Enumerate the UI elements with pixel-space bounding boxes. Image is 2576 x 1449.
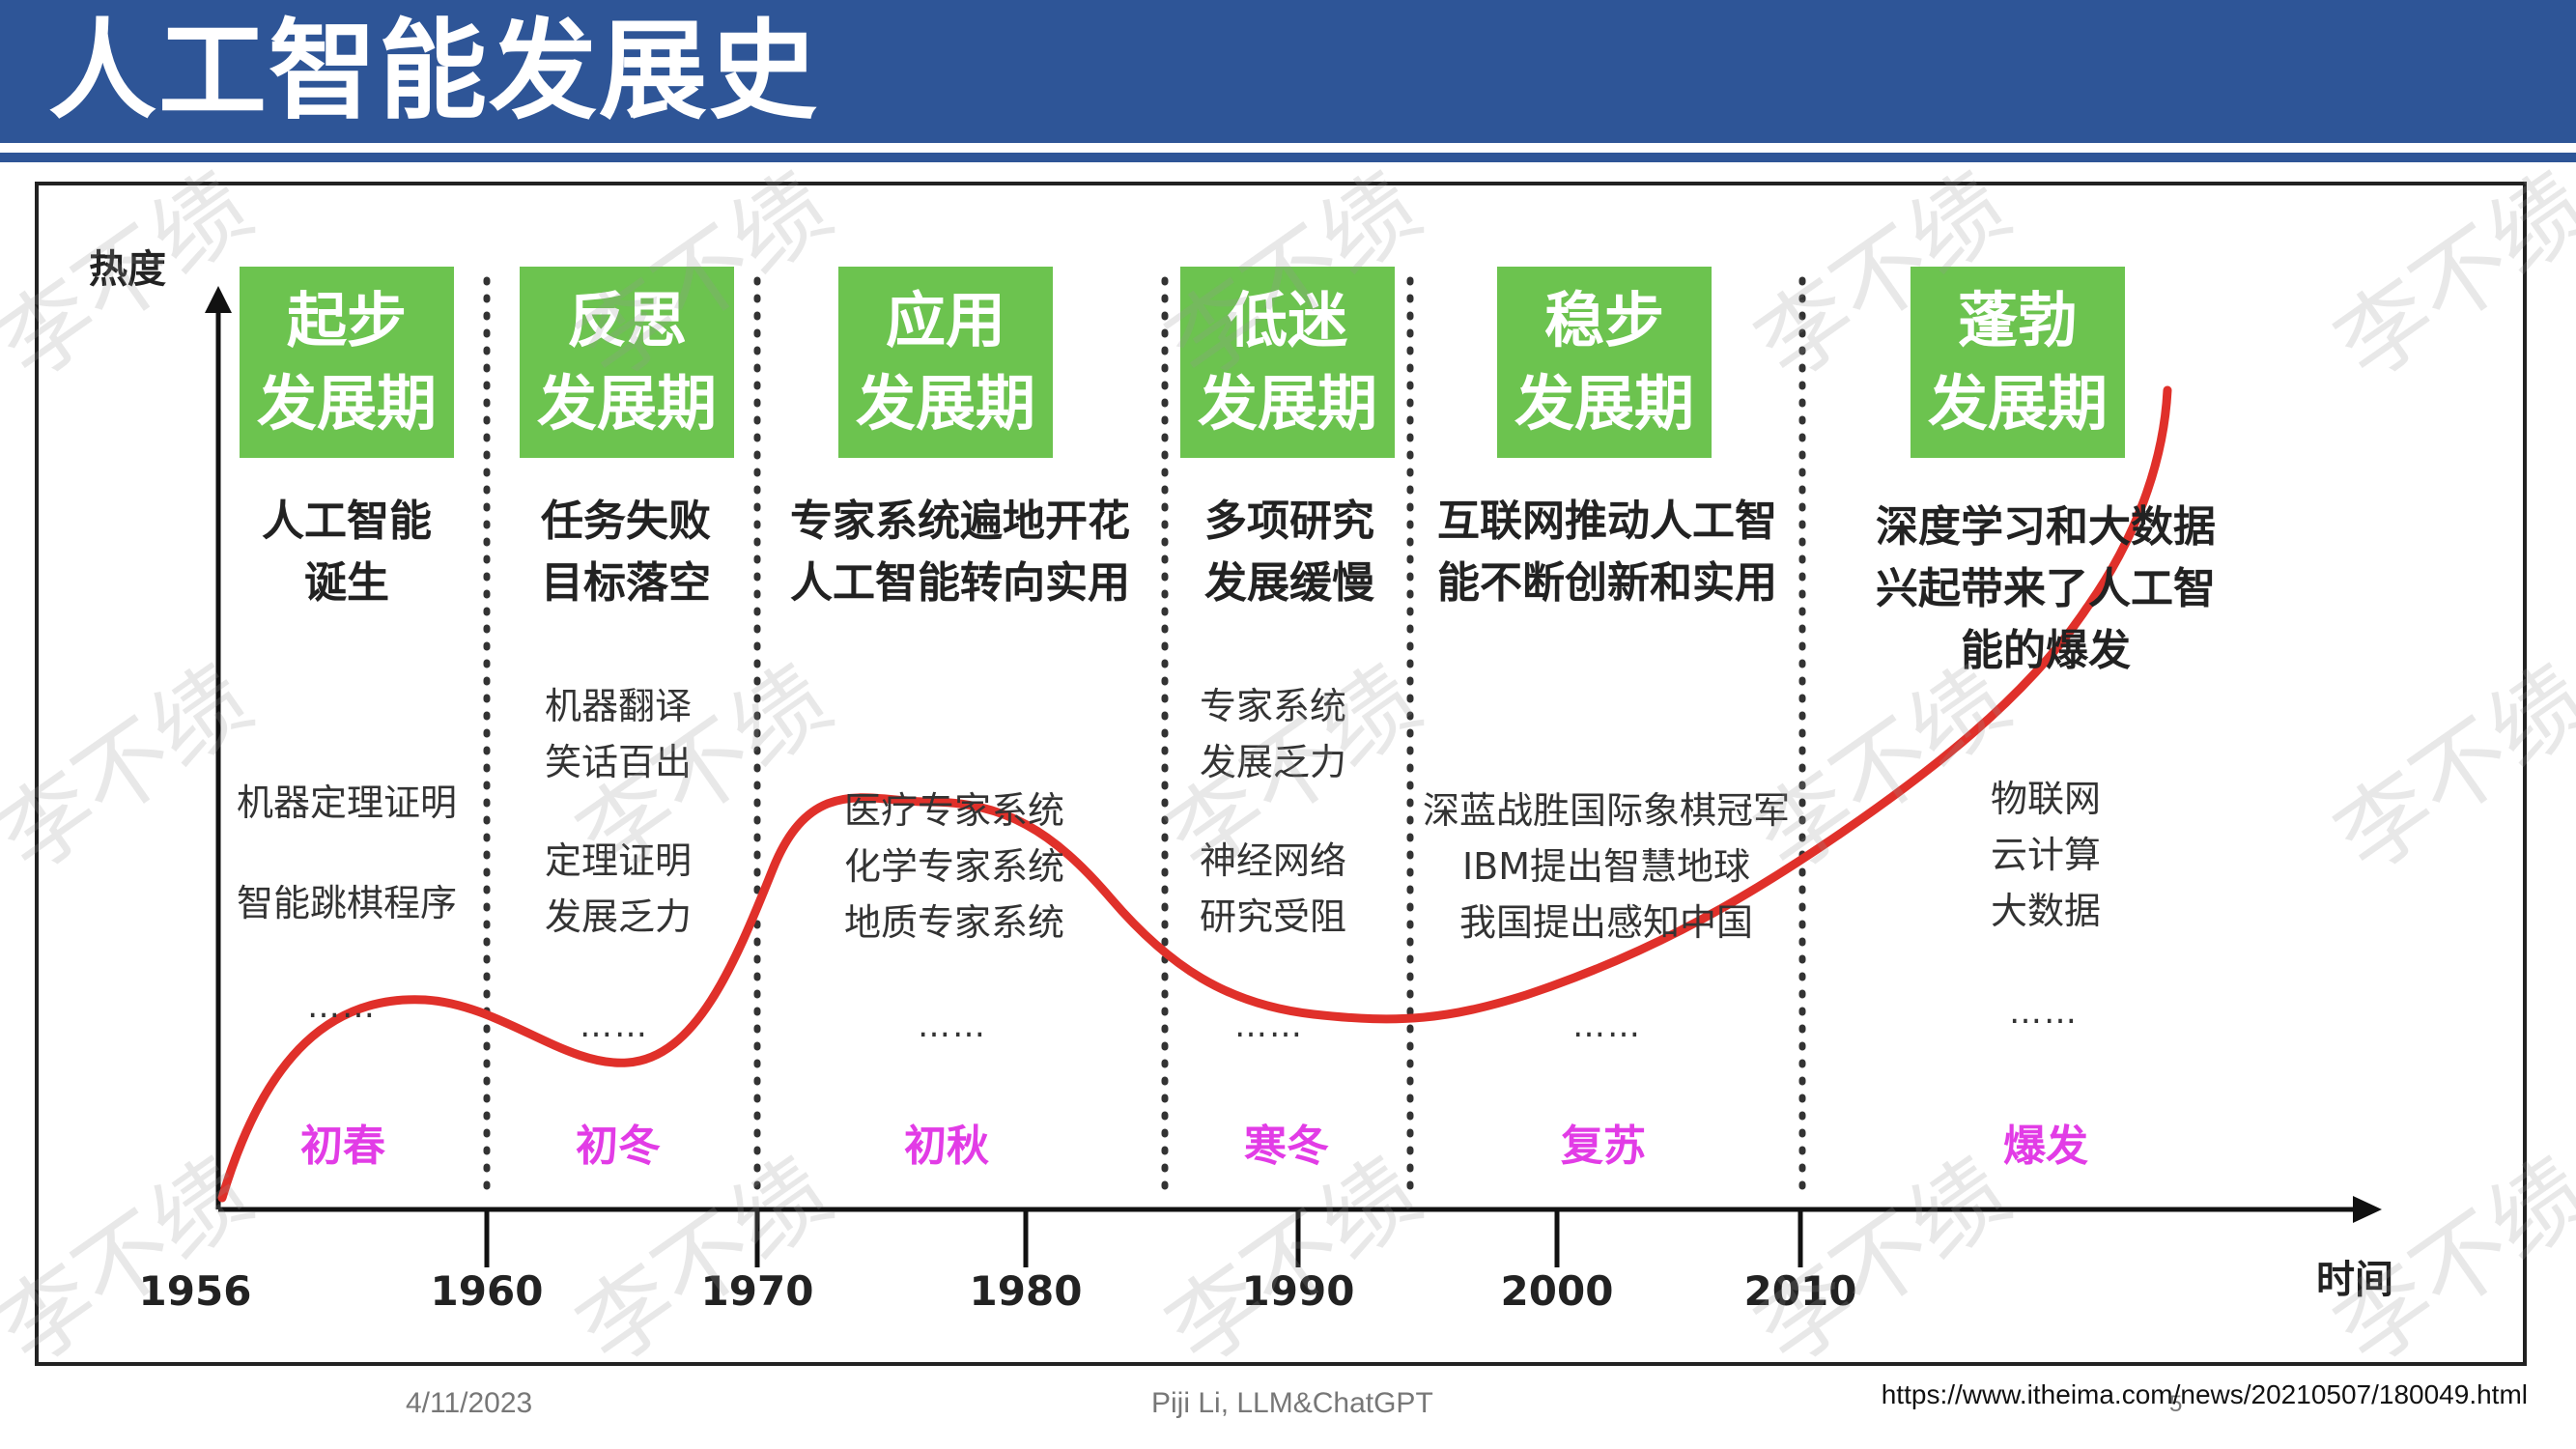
- footer-author: Piji Li, LLM&ChatGPT: [1151, 1387, 1433, 1419]
- stage-name: 起步: [286, 285, 407, 355]
- stage-box-yingyong: 应用 发展期: [838, 267, 1053, 458]
- stage-period: 发展期: [1197, 368, 1377, 439]
- year-label: 2000: [1500, 1267, 1614, 1315]
- event-item: 发展乏力: [1199, 741, 1346, 783]
- page-number: 5: [2169, 1391, 2183, 1417]
- stage-name: 低迷: [1227, 285, 1347, 355]
- title-divider-white: [0, 143, 2576, 149]
- stage-description: 专家系统遍地开花 人工智能转向实用: [769, 491, 1151, 614]
- event-item: 地质专家系统: [843, 901, 1064, 944]
- description-line: 发展缓慢: [1204, 558, 1374, 608]
- event-item: 定理证明: [544, 839, 692, 882]
- ellipsis: ……: [918, 1007, 987, 1045]
- x-axis-label: 时间: [2316, 1258, 2393, 1302]
- stage-events: 医疗专家系统 化学专家系统 地质专家系统: [819, 782, 1090, 951]
- season-label: 寒冬: [1244, 1122, 1329, 1171]
- stage-name: 反思: [566, 285, 687, 355]
- event-item: 机器定理证明: [236, 781, 457, 824]
- slide-title: 人工智能发展史: [48, 9, 819, 134]
- stage-box-fansi: 反思 发展期: [520, 267, 734, 458]
- x-axis-arrow: [2353, 1196, 2382, 1223]
- year-label: 1960: [430, 1267, 544, 1315]
- event-item: IBM提出智慧地球: [1461, 845, 1751, 888]
- year-label: 2010: [1743, 1267, 1857, 1315]
- event-item: 智能跳棋程序: [236, 882, 457, 924]
- event-item: 机器翻译: [544, 685, 692, 727]
- source-link[interactable]: https://www.itheima.com/news/20210507/18…: [1881, 1379, 2528, 1409]
- stage-description: 互联网推动人工智 能不断创新和实用: [1416, 491, 1798, 614]
- event-item: 神经网络: [1199, 839, 1346, 882]
- footer-date: 4/11/2023: [406, 1387, 533, 1419]
- stage-box-qibu: 起步 发展期: [240, 267, 454, 458]
- season-label: 初秋: [904, 1122, 989, 1171]
- description-line: 兴起带来了人工智: [1876, 564, 2216, 613]
- description-line: 任务失败: [541, 497, 711, 546]
- diagram-frame: [35, 182, 2527, 1366]
- event-item: 物联网: [1990, 778, 2101, 820]
- event-item: 云计算: [1990, 834, 2101, 876]
- description-line: 多项研究: [1204, 497, 1374, 546]
- year-label: 1956: [138, 1267, 252, 1315]
- title-divider-blue: [0, 153, 2576, 162]
- stage-events: 机器定理证明 智能跳棋程序: [224, 775, 469, 931]
- stage-period: 发展期: [855, 368, 1035, 439]
- stage-description: 多项研究 发展缓慢: [1175, 491, 1404, 614]
- ellipsis: ……: [1572, 1007, 1642, 1045]
- stage-name: 稳步: [1543, 285, 1664, 355]
- stage-events: 专家系统 发展乏力 神经网络 研究受阻: [1176, 678, 1370, 945]
- ellipsis: ……: [2009, 993, 2079, 1032]
- year-label: 1980: [969, 1267, 1083, 1315]
- event-item: 我国提出感知中国: [1458, 901, 1753, 944]
- stage-box-dimi: 低迷 发展期: [1180, 267, 1395, 458]
- event-item: 化学专家系统: [843, 845, 1064, 888]
- stage-period: 发展期: [1514, 368, 1694, 439]
- description-line: 人工智能转向实用: [790, 558, 1130, 608]
- stage-box-pengbo: 蓬勃 发展期: [1911, 267, 2125, 458]
- ellipsis: ……: [580, 1007, 649, 1045]
- season-label: 初冬: [576, 1122, 661, 1171]
- stage-events: 物联网 云计算 大数据: [1949, 771, 2142, 939]
- stage-events: 机器翻译 笑话百出 定理证明 发展乏力: [522, 678, 715, 945]
- stage-description: 人工智能 诞生: [232, 491, 462, 614]
- stage-period: 发展期: [1927, 368, 2108, 439]
- description-line: 专家系统遍地开花: [790, 497, 1130, 546]
- stage-description: 任务失败 目标落空: [510, 491, 742, 614]
- event-item: 大数据: [1990, 890, 2101, 932]
- title-bar: 人工智能发展史: [0, 0, 2576, 143]
- stage-period: 发展期: [536, 368, 717, 439]
- stage-name: 蓬勃: [1957, 285, 2078, 355]
- season-label: 复苏: [1561, 1122, 1646, 1171]
- y-axis-label: 热度: [89, 247, 166, 292]
- stage-period: 发展期: [256, 368, 437, 439]
- stage-box-wenbu: 稳步 发展期: [1497, 267, 1712, 458]
- event-item: 深蓝战胜国际象棋冠军: [1422, 789, 1790, 832]
- stage-events: 深蓝战胜国际象棋冠军 IBM提出智慧地球 我国提出感知中国: [1408, 782, 1804, 951]
- season-label: 初春: [300, 1122, 385, 1171]
- description-line: 深度学习和大数据: [1876, 502, 2216, 552]
- event-item: 研究受阻: [1199, 895, 1346, 938]
- description-line: 能不断创新和实用: [1437, 558, 1777, 608]
- stage-name: 应用: [885, 285, 1005, 355]
- description-line: 目标落空: [541, 558, 711, 608]
- ellipsis: ……: [307, 987, 377, 1026]
- heat-curve: [217, 385, 2172, 1203]
- event-item: 发展乏力: [544, 895, 692, 938]
- description-line: 人工智能: [262, 497, 432, 546]
- ellipsis: ……: [1234, 1007, 1304, 1045]
- event-item: 医疗专家系统: [843, 789, 1064, 832]
- event-item: 笑话百出: [544, 741, 692, 783]
- stage-description: 深度学习和大数据 兴起带来了人工智 能的爆发: [1854, 497, 2237, 682]
- description-line: 诞生: [304, 558, 389, 608]
- description-line: 互联网推动人工智: [1437, 497, 1777, 546]
- year-label: 1970: [700, 1267, 814, 1315]
- season-label: 爆发: [2003, 1122, 2088, 1171]
- year-label: 1990: [1241, 1267, 1355, 1315]
- y-axis-arrow: [205, 286, 232, 313]
- description-line: 能的爆发: [1961, 626, 2131, 675]
- event-item: 专家系统: [1199, 685, 1346, 727]
